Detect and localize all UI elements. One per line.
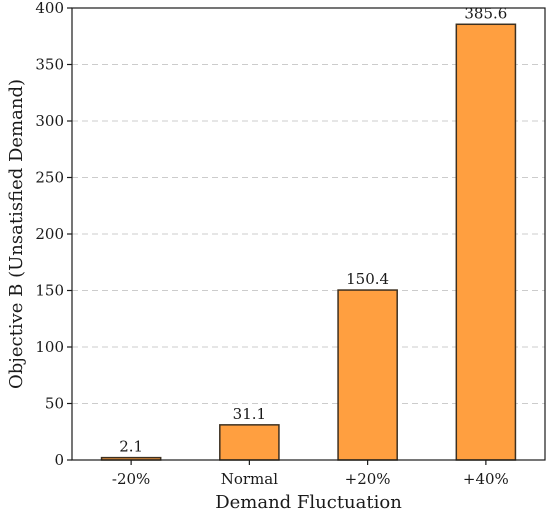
bars: [100, 23, 517, 461]
x-axis-title: Demand Fluctuation: [215, 492, 402, 513]
y-axis-title: Objective B (Unsatisfied Demand): [6, 79, 27, 389]
y-axis: 0 50 100 150 200 250 300 350 400: [35, 0, 72, 469]
y-tick-label: 200: [35, 225, 64, 243]
data-labels: 2.1 31.1 150.4 385.6: [119, 4, 507, 455]
x-tick-label: -20%: [112, 470, 150, 488]
data-label: 150.4: [346, 270, 389, 288]
y-tick-label: 100: [35, 338, 64, 356]
y-tick-label: 300: [35, 112, 64, 130]
bar: [455, 23, 517, 461]
plot-frame: [71, 7, 546, 461]
y-tick-label: 50: [45, 395, 64, 413]
y-tick-label: 0: [54, 451, 64, 469]
y-tick-label: 250: [35, 169, 64, 187]
bar: [337, 289, 398, 461]
bar: [219, 424, 280, 461]
x-tick-label: +40%: [463, 470, 509, 488]
data-label: 31.1: [233, 405, 266, 423]
y-tick-label: 150: [35, 282, 64, 300]
data-label: 2.1: [119, 438, 143, 456]
x-tick-label: Normal: [221, 470, 278, 488]
x-tick-label: +20%: [345, 470, 391, 488]
data-label: 385.6: [464, 4, 507, 22]
y-tick-label: 350: [35, 56, 64, 74]
y-tick-label: 400: [35, 0, 64, 17]
x-axis: -20% Normal +20% +40%: [112, 460, 509, 488]
